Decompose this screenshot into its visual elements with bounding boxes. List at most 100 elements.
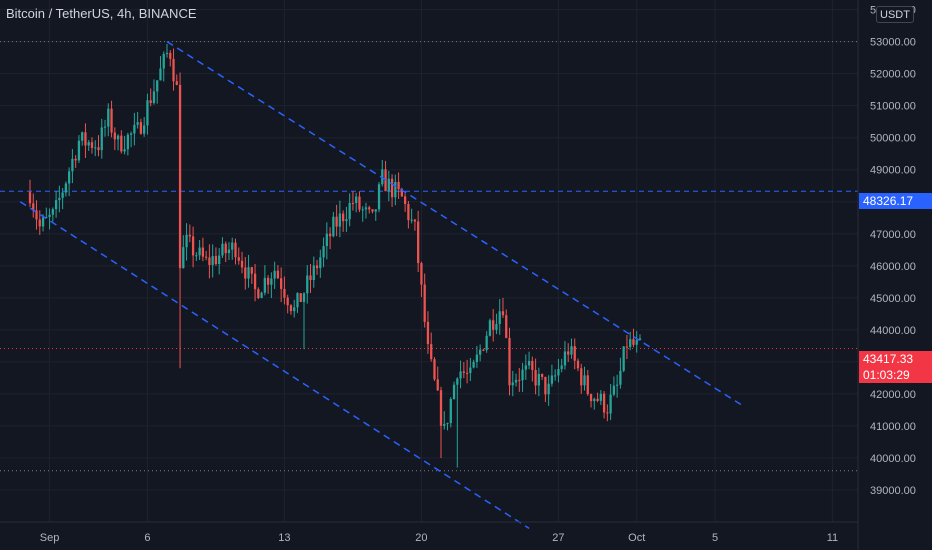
candle-body [348, 202, 351, 220]
candle-body [286, 297, 289, 306]
candle-body [449, 398, 452, 424]
candle-body [534, 369, 537, 386]
candle-body [211, 256, 214, 266]
candle-body [325, 233, 328, 247]
candle-body [221, 243, 224, 256]
candle-body [446, 423, 449, 425]
last-price-value: 43417.33 [863, 352, 914, 366]
y-tick-label: 53000.00 [870, 37, 916, 49]
candle-body [547, 383, 550, 395]
candle-body [139, 122, 143, 134]
trendlines [19, 40, 745, 530]
candle-body [335, 216, 338, 227]
y-tick-label: 50000.00 [870, 133, 916, 145]
candle-body [544, 376, 547, 395]
candle-body [48, 214, 51, 218]
candle-body [227, 249, 231, 254]
time-axis: Sep 6 13 20 27 Oct 5 11 [0, 521, 858, 544]
candle-body [488, 320, 492, 336]
y-tick-label: 52000.00 [870, 69, 916, 81]
candle-body [107, 108, 110, 127]
x-tick-label: Sep [40, 532, 60, 544]
candle-body [390, 178, 394, 198]
candle-body [51, 209, 54, 215]
candle-body [74, 158, 77, 161]
candle-body [263, 277, 266, 293]
x-tick-label: 6 [144, 532, 150, 544]
candle-body [358, 196, 361, 210]
candle-body [593, 398, 596, 402]
candle-body [289, 305, 293, 312]
y-tick-label: 44000.00 [870, 325, 916, 337]
chart-grid [0, 0, 858, 522]
candle-body [400, 189, 403, 197]
candle-body [296, 293, 299, 308]
candle-body [622, 346, 625, 371]
candle-body [103, 126, 107, 128]
candle-body [537, 374, 540, 386]
candle-body [355, 196, 358, 204]
candle-body [302, 293, 306, 302]
x-tick-label: 5 [712, 532, 718, 544]
candle-body [439, 390, 443, 426]
candle-body [182, 247, 185, 269]
candle-body [602, 393, 606, 413]
y-tick-label: 40000.00 [870, 453, 916, 465]
candle-body [110, 108, 113, 133]
candle-body [485, 335, 488, 351]
candle-body [120, 135, 123, 152]
x-tick-label: Oct [628, 532, 645, 544]
y-tick-label: 41000.00 [870, 421, 916, 433]
candle-body [596, 398, 599, 401]
y-tick-label: 45000.00 [870, 293, 916, 305]
candle-body [606, 412, 609, 414]
last-price-tag: 43417.33 01:03:29 [859, 351, 932, 383]
candle-body [214, 256, 218, 264]
y-tick-label: 39000.00 [870, 485, 916, 497]
candle-body [231, 242, 234, 250]
candle-body [527, 360, 531, 366]
candle-body [32, 203, 35, 211]
candle-body [612, 385, 616, 395]
candle-body [394, 181, 397, 198]
y-tick-label: 51000.00 [870, 101, 916, 113]
candle-body [407, 204, 410, 221]
candle-body [417, 221, 420, 264]
candle-body [619, 370, 622, 385]
candle-body [136, 122, 139, 125]
candle-body [433, 359, 436, 380]
candle-body [501, 311, 505, 316]
candle-body [410, 219, 413, 221]
currency-button[interactable]: USDT [876, 6, 914, 23]
candle-body [635, 340, 638, 345]
candle-body [482, 349, 485, 351]
candle-body [191, 236, 195, 256]
candle-body [35, 210, 38, 220]
candle-body [149, 100, 152, 104]
candle-body [41, 217, 45, 227]
candle-body [599, 393, 602, 401]
candle-body [495, 324, 498, 330]
candle-body [387, 178, 390, 192]
candle-body [165, 52, 169, 55]
y-tick-label: 42000.00 [870, 389, 916, 401]
candle-body [498, 311, 501, 325]
candle-body [443, 424, 446, 426]
candle-body [129, 133, 133, 135]
candle-body [97, 147, 100, 151]
candle-body [426, 321, 430, 345]
candle-body [465, 372, 469, 374]
candle-body [430, 344, 433, 360]
candle-body [188, 234, 191, 237]
candle-body [175, 81, 178, 85]
lower-channel-line [19, 201, 530, 530]
candle-body [469, 367, 472, 373]
candle-body [524, 365, 527, 370]
x-tick-label: 27 [552, 532, 564, 544]
candle-body [319, 257, 322, 269]
candle-body [45, 217, 48, 219]
candle-body [309, 275, 312, 281]
candle-body [381, 169, 384, 185]
candle-body [253, 273, 257, 290]
